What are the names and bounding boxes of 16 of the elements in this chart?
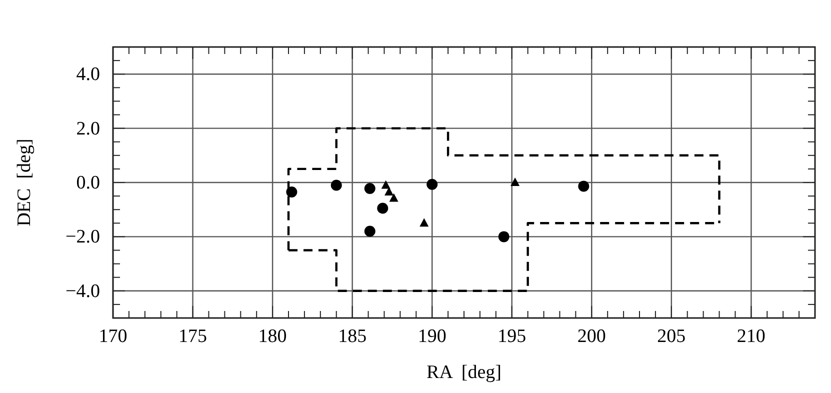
x-tick-label: 180 [258,326,287,347]
x-tick-label: 195 [498,326,526,347]
y-tick-label: −4.0 [66,280,100,302]
y-axis-title: DEC [deg] [14,138,35,226]
x-tick-label: 205 [657,326,686,347]
x-axis-title: RA [deg] [426,362,502,383]
y-tick-label: 2.0 [76,118,100,140]
x-tick-label: 185 [338,326,367,347]
x-tick-label: 200 [577,326,606,347]
y-tick-label: 0.0 [76,172,100,194]
y-tick-label: 4.0 [76,64,100,86]
x-tick-label: 210 [736,326,766,347]
x-tick-label: 175 [178,326,208,347]
x-tick-label: 190 [418,326,446,347]
y-tick-label: −2.0 [66,226,100,248]
x-tick-label: 170 [98,326,128,347]
